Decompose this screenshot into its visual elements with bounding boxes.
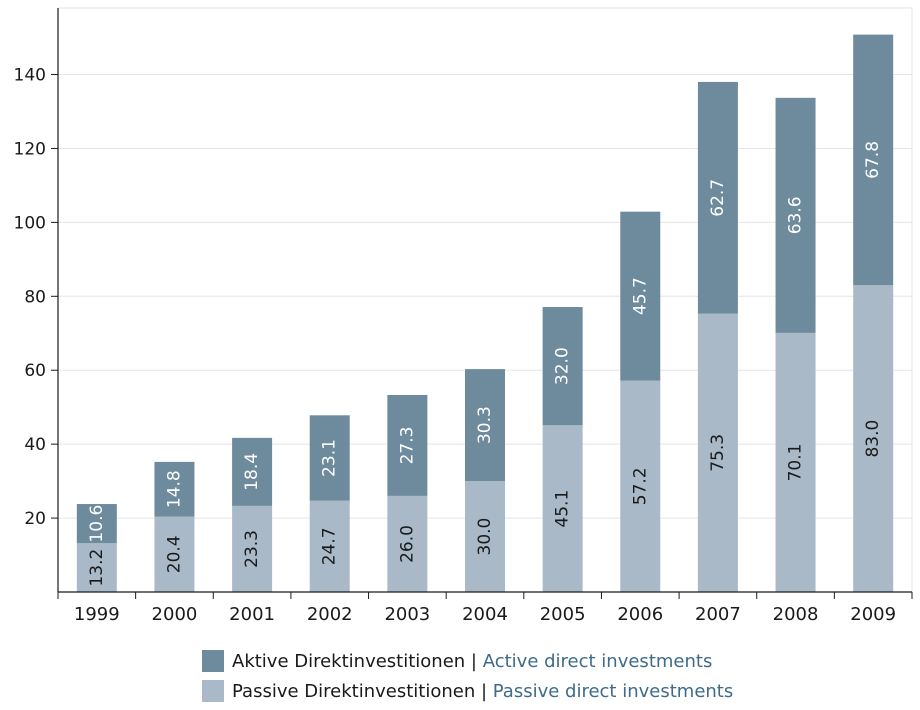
x-tick-label: 2004: [462, 604, 508, 625]
value-label-passive: 30.0: [475, 518, 495, 556]
x-tick-label: 2003: [384, 604, 430, 625]
value-label-passive: 75.3: [708, 434, 728, 472]
value-label-passive: 26.0: [397, 525, 417, 563]
bar-passive: [387, 495, 428, 592]
value-label-active: 18.4: [242, 453, 262, 491]
y-tick-label: 120: [14, 139, 46, 159]
bar-active: [542, 307, 583, 426]
value-label-passive: 70.1: [786, 444, 806, 482]
x-tick-label: 2001: [229, 604, 275, 625]
value-label-active: 14.8: [164, 470, 184, 508]
value-label-passive: 57.2: [630, 467, 650, 505]
bar-passive: [154, 516, 195, 592]
value-label-passive: 23.3: [242, 530, 262, 568]
x-tick-label: 2007: [695, 604, 741, 625]
gridlines: [58, 7, 913, 592]
legend-item-active: Aktive Direktinvestitionen | Active dire…: [202, 650, 733, 672]
x-tick-label: 2005: [540, 604, 586, 625]
bar-passive: [76, 543, 117, 592]
bar-active: [620, 211, 661, 381]
bar-passive: [232, 505, 273, 592]
bar-passive: [309, 500, 350, 592]
bar-active: [697, 81, 738, 314]
bar-active: [154, 461, 195, 517]
value-label-active: 67.8: [863, 141, 883, 179]
value-label-passive: 45.1: [553, 490, 573, 528]
x-tick-label: 2002: [307, 604, 353, 625]
bar-passive: [775, 332, 816, 592]
value-label-active: 45.7: [630, 277, 650, 315]
axes: [57, 8, 912, 593]
legend-swatch-active: [202, 650, 224, 672]
y-tick-label: 80: [24, 287, 46, 307]
x-tick-label: 1999: [74, 604, 120, 625]
bar-passive: [853, 285, 894, 592]
value-label-active: 62.7: [708, 179, 728, 217]
value-label-active: 23.1: [320, 439, 340, 477]
value-label-active: 63.6: [786, 196, 806, 234]
legend-label-passive-en: Passive direct investments: [492, 680, 734, 702]
value-label-passive: 83.0: [863, 420, 883, 458]
value-label-active: 32.0: [553, 347, 573, 385]
bar-active: [387, 394, 428, 496]
bar-passive: [542, 425, 583, 592]
y-tick-label: 100: [14, 213, 46, 233]
value-labels: 13.2 10.6 20.4 14.8 23.3 18.4 24.7 23.1 26.0 27.3…: [87, 141, 883, 587]
bar-passive: [697, 313, 738, 592]
y-tick-label: 40: [24, 435, 46, 455]
legend: Aktive Direktinvestitionen | Active dire…: [202, 650, 733, 710]
y-axis-ticks: 20 40 60 80 100 120 140: [14, 66, 58, 529]
legend-swatch-passive: [202, 680, 224, 702]
value-label-active: 27.3: [397, 427, 417, 465]
bar-active: [853, 34, 894, 286]
x-tick-label: 2009: [850, 604, 896, 625]
bar-passive: [620, 380, 661, 592]
value-label-active: 30.3: [475, 406, 495, 444]
stacked-bar-chart: 20 40 60 80 100 120 140 1999 2000 2001 2002 2003 20…: [14, 7, 913, 625]
y-tick-label: 60: [24, 361, 46, 381]
legend-item-passive: Passive Direktinvestitionen | Passive di…: [202, 680, 733, 702]
legend-label-passive: Passive Direktinvestitionen | Passive di…: [232, 681, 733, 702]
legend-label-active-en: Active direct investments: [482, 650, 713, 672]
x-axis-ticks: 1999 2000 2001 2002 2003 2004 2005 2006 2007 2008…: [57, 592, 913, 625]
legend-label-passive-de: Passive Direktinvestitionen |: [232, 680, 493, 702]
x-tick-label: 2000: [152, 604, 198, 625]
bar-active: [309, 415, 350, 501]
bar-active: [465, 369, 505, 482]
value-label-active: 10.6: [87, 505, 107, 543]
bar-passive: [465, 481, 505, 592]
y-tick-label: 140: [14, 66, 46, 86]
bars: [76, 34, 894, 592]
legend-label-active: Aktive Direktinvestitionen | Active dire…: [232, 651, 712, 672]
value-label-passive: 20.4: [164, 535, 184, 573]
value-label-passive: 13.2: [87, 549, 107, 587]
legend-label-active-de: Aktive Direktinvestitionen |: [232, 650, 483, 672]
bar-active: [775, 97, 816, 333]
x-tick-label: 2008: [773, 604, 819, 625]
bar-active: [76, 504, 117, 544]
value-label-passive: 24.7: [320, 527, 340, 565]
bar-active: [232, 437, 273, 506]
y-tick-label: 20: [24, 509, 46, 529]
x-tick-label: 2006: [617, 604, 663, 625]
